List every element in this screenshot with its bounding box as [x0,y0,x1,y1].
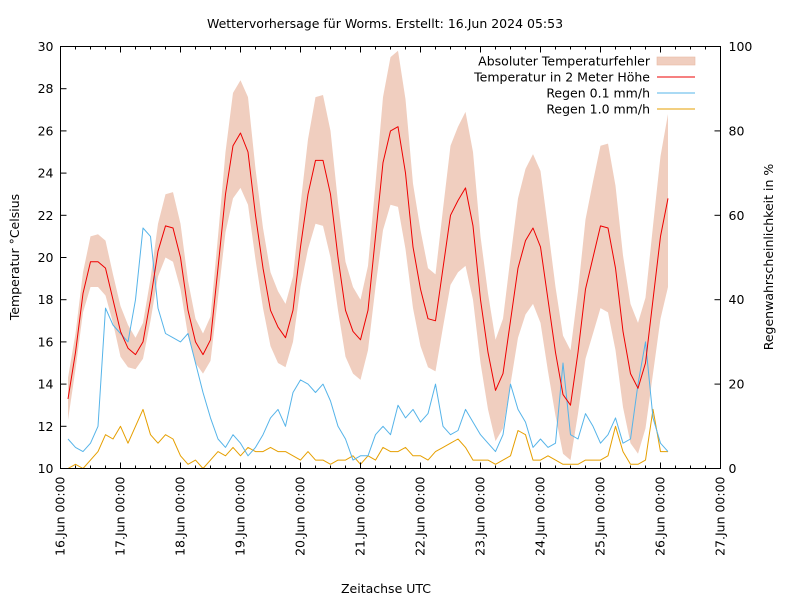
y2-axis-ticks: 0 20 40 60 80 100 [714,39,753,476]
y2-tick-label: 0 [729,461,737,476]
x-tick-label: 23.Jun 00:00 [473,476,488,555]
chart-title: Wettervorhersage für Worms. Erstellt: 16… [207,16,563,31]
y-tick-label: 18 [38,292,54,307]
y-tick-label: 10 [38,461,54,476]
y2-tick-label: 20 [729,377,745,392]
rain-0.1-mm-line [67,227,669,461]
temperature-line [67,126,669,406]
y-tick-label: 24 [38,166,54,181]
x-tick-label: 16.Jun 00:00 [53,476,68,555]
y-axis-ticks: 10 12 14 16 18 20 22 24 26 28 30 [38,39,67,476]
y2-tick-label: 100 [729,39,753,54]
series-layer [67,126,669,469]
temperature-error-band-layer [68,50,668,461]
x-tick-label: 21.Jun 00:00 [353,476,368,555]
x-tick-label: 20.Jun 00:00 [293,476,308,555]
x-tick-label: 22.Jun 00:00 [413,476,428,555]
x-tick-label: 26.Jun 00:00 [653,476,668,555]
x-axis-label: Zeitachse UTC [341,581,431,596]
x-axis-ticks: 16.Jun 00:00 17.Jun 00:00 18.Jun 00:00 19.J… [53,46,728,556]
y2-tick-label: 60 [729,208,745,223]
x-tick-label: 25.Jun 00:00 [593,476,608,555]
y-tick-label: 20 [38,250,54,265]
legend-label: Temperatur in 2 Meter Höhe [473,70,650,85]
x-tick-label: 17.Jun 00:00 [113,476,128,555]
y-tick-label: 12 [38,419,54,434]
y-axis-label: Temperatur °Celsius [7,194,22,321]
y-tick-label: 30 [38,39,54,54]
y2-tick-label: 40 [729,292,745,307]
x-tick-label: 18.Jun 00:00 [173,476,188,555]
x-tick-label: 27.Jun 00:00 [713,476,728,555]
temperature-error-band [68,50,668,461]
y-tick-label: 16 [38,334,54,349]
y-tick-label: 26 [38,123,54,138]
legend-label: Regen 0.1 mm/h [546,86,650,101]
legend-swatch-band [656,56,696,66]
legend-label: Absoluter Temperaturfehler [478,54,651,69]
y-tick-label: 22 [38,208,54,223]
y-tick-label: 28 [38,81,54,96]
x-tick-label: 24.Jun 00:00 [533,476,548,555]
y2-axis-label: Regenwahrscheinlichkeit in % [761,164,776,351]
y-tick-label: 14 [38,377,54,392]
y2-tick-label: 80 [729,123,745,138]
x-tick-label: 19.Jun 00:00 [233,476,248,555]
legend-label: Regen 1.0 mm/h [546,102,650,117]
